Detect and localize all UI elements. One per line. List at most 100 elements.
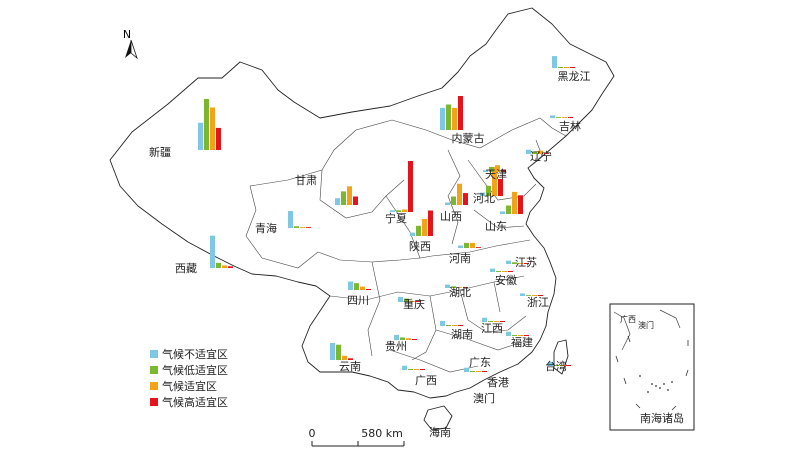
bar — [464, 367, 469, 372]
bar — [556, 117, 561, 118]
bar — [300, 227, 305, 228]
province-chart — [458, 242, 481, 248]
bar — [288, 211, 293, 228]
province-bar-charts — [198, 56, 575, 372]
bar — [353, 196, 358, 205]
bar — [532, 151, 537, 154]
province-label: 辽宁 — [530, 149, 552, 163]
bar — [570, 67, 575, 68]
province-label: 台湾 — [545, 359, 567, 373]
bar — [336, 344, 341, 360]
bar — [422, 219, 427, 236]
province-label: 湖北 — [449, 286, 471, 299]
taiwan-island — [553, 339, 569, 375]
bar — [402, 365, 407, 370]
svg-text:气候低适宜区: 气候低适宜区 — [162, 363, 228, 377]
bar — [494, 321, 499, 322]
bar — [470, 371, 475, 372]
bar — [354, 283, 359, 290]
bar — [452, 107, 457, 130]
province-chart — [464, 367, 487, 372]
province-chart — [210, 235, 233, 268]
bar — [408, 161, 413, 212]
bar — [457, 287, 462, 288]
bar — [489, 166, 494, 172]
province-label: 西藏 — [175, 262, 197, 275]
bar — [360, 286, 365, 290]
bar — [564, 67, 569, 68]
bar — [347, 186, 352, 205]
bar — [451, 196, 456, 205]
bar — [538, 295, 543, 296]
bar — [414, 369, 419, 370]
province-label: 香港 — [487, 376, 509, 389]
legend: 气候不适宜区 气候低适宜区 气候适宜区 气候高适宜区 — [150, 347, 228, 409]
bar — [404, 298, 409, 302]
legend-item: 气候高适宜区 — [150, 395, 228, 409]
province-chart — [390, 161, 413, 212]
north-label: N — [123, 28, 131, 41]
bar — [532, 295, 537, 296]
bar — [506, 205, 511, 214]
bar — [463, 193, 468, 205]
china-outline — [109, 7, 615, 399]
bar — [524, 335, 529, 336]
bar — [406, 338, 411, 340]
province-label: 湖南 — [451, 328, 473, 341]
bar — [222, 265, 227, 268]
province-chart — [288, 211, 311, 228]
bar — [446, 325, 451, 326]
svg-text:气候不适宜区: 气候不适宜区 — [162, 347, 228, 361]
province-boundaries — [245, 117, 567, 373]
bar — [490, 268, 495, 272]
province-chart — [330, 343, 353, 360]
bar — [390, 210, 395, 212]
bar — [502, 271, 507, 272]
bar — [398, 296, 403, 302]
province-label: 广西 — [415, 374, 437, 387]
bar — [216, 262, 221, 268]
bar — [558, 67, 563, 68]
bar — [498, 179, 503, 196]
bar — [486, 185, 491, 196]
bar — [348, 358, 353, 360]
bar — [210, 235, 215, 268]
province-label: 河北 — [473, 192, 495, 205]
bar — [492, 167, 497, 196]
bar — [408, 369, 413, 370]
province-chart — [198, 99, 221, 150]
bar — [446, 104, 451, 130]
province-chart — [445, 284, 468, 288]
province-label: 重庆 — [403, 297, 425, 311]
province-label: 四川 — [347, 294, 369, 307]
province-label: 黑龙江 — [558, 70, 591, 83]
bar — [348, 281, 353, 290]
bar — [458, 325, 463, 326]
bar — [518, 195, 523, 214]
province-chart — [490, 268, 513, 272]
bar — [483, 170, 488, 172]
bar — [428, 210, 433, 236]
bar — [506, 331, 511, 336]
province-chart — [550, 115, 573, 118]
province-chart — [335, 186, 358, 205]
province-label: 内蒙古 — [452, 131, 485, 145]
province-label: 福建 — [511, 335, 533, 349]
province-label: 山东 — [485, 220, 507, 233]
bar — [228, 266, 233, 268]
province-label: 安徽 — [495, 273, 517, 287]
province-label: 陕西 — [409, 239, 431, 253]
province-chart — [348, 281, 371, 290]
bar — [440, 107, 445, 130]
province-chart — [506, 260, 529, 264]
bar — [544, 153, 549, 154]
bar — [518, 335, 523, 336]
bar — [410, 232, 415, 236]
province-chart — [500, 191, 523, 214]
hainan-island — [423, 405, 453, 431]
province-chart — [483, 165, 506, 172]
bar — [410, 301, 415, 302]
province-label: 宁夏 — [385, 211, 407, 225]
